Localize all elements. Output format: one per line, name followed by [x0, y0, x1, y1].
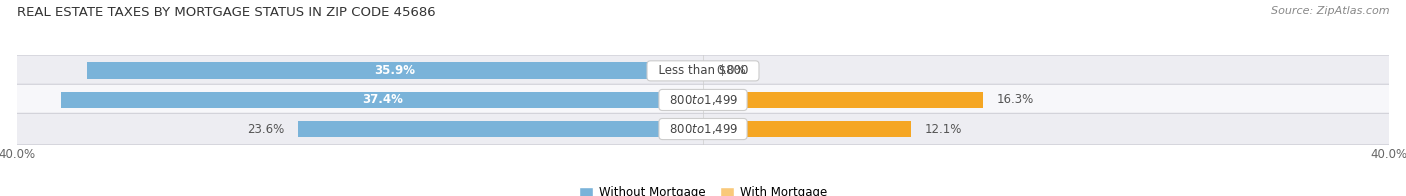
Text: 23.6%: 23.6% — [247, 122, 284, 136]
Text: $800 to $1,499: $800 to $1,499 — [662, 122, 744, 136]
Bar — [87, 63, 703, 79]
Text: 0.0%: 0.0% — [717, 64, 747, 77]
Text: Less than $800: Less than $800 — [651, 64, 755, 77]
FancyBboxPatch shape — [6, 84, 1400, 116]
Bar — [703, 92, 983, 108]
Text: REAL ESTATE TAXES BY MORTGAGE STATUS IN ZIP CODE 45686: REAL ESTATE TAXES BY MORTGAGE STATUS IN … — [17, 6, 436, 19]
Text: Source: ZipAtlas.com: Source: ZipAtlas.com — [1271, 6, 1389, 16]
Text: $800 to $1,499: $800 to $1,499 — [662, 93, 744, 107]
Text: 12.1%: 12.1% — [924, 122, 962, 136]
FancyBboxPatch shape — [6, 113, 1400, 145]
Legend: Without Mortgage, With Mortgage: Without Mortgage, With Mortgage — [574, 182, 832, 196]
Bar — [62, 92, 703, 108]
Bar — [703, 121, 911, 137]
Bar — [298, 121, 703, 137]
Text: 35.9%: 35.9% — [374, 64, 416, 77]
Text: 16.3%: 16.3% — [997, 93, 1033, 106]
Text: 37.4%: 37.4% — [361, 93, 402, 106]
FancyBboxPatch shape — [6, 55, 1400, 87]
